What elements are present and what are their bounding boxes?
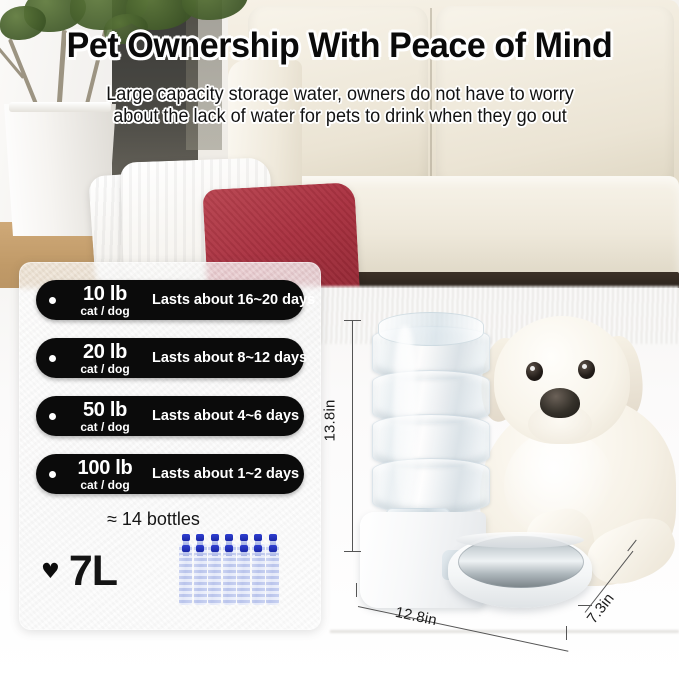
bottle-neck <box>197 540 203 545</box>
bullet-icon <box>49 412 56 420</box>
water-bottle-icon <box>237 545 250 605</box>
bottle-cap <box>181 545 190 552</box>
capacity-row-1: 20 lb cat / dog Lasts about 8~12 days <box>36 338 308 378</box>
plant-foliage-4 <box>182 0 248 20</box>
bottle-cap <box>225 534 233 541</box>
tank-highlight <box>394 326 416 506</box>
water-bottle-icon <box>208 545 221 605</box>
puppy-eye-right <box>578 360 595 379</box>
bottle-cap <box>196 545 204 552</box>
bottle-cap <box>225 545 233 552</box>
weight-value-0: 10 lb <box>82 282 128 305</box>
bottle-neck <box>269 540 276 545</box>
duration-label-2: Lasts about 4~6 days <box>152 408 300 424</box>
weight-group-2: 50 lb cat / dog <box>66 400 144 433</box>
heart-icon: ♥ <box>41 559 60 583</box>
sofa-seam <box>430 8 432 188</box>
bottle-body <box>222 555 236 605</box>
capacity-row-0: 10 lb cat / dog Lasts about 16~20 days <box>36 280 315 320</box>
animal-label-1: cat / dog <box>80 361 130 376</box>
bottle-cap <box>254 534 262 541</box>
water-tank <box>372 312 490 517</box>
page-subtitle: Large capacity storage water, owners do … <box>106 84 574 127</box>
bottle-cap <box>239 534 248 541</box>
bottle-neck <box>182 540 189 545</box>
water-bottle-icon <box>193 545 207 605</box>
puppy-photo <box>470 300 679 600</box>
duration-label-1: Lasts about 8~12 days <box>152 350 308 366</box>
dimension-height-label: 13.8in <box>321 399 339 442</box>
bottle-body <box>237 555 250 605</box>
bottle-illustration-grid <box>179 534 285 606</box>
weight-value-1: 20 lb <box>82 340 128 363</box>
puppy-nose <box>540 388 580 418</box>
bottle-cap <box>210 534 219 541</box>
bottle-neck <box>211 540 218 545</box>
bottle-neck <box>240 551 247 556</box>
weight-group-3: 100 lb cat / dog <box>66 458 144 491</box>
animal-label-0: cat / dog <box>80 303 130 318</box>
bottles-equivalent-label: ≈ 14 bottles <box>107 509 200 529</box>
weight-group-1: 20 lb cat / dog <box>66 342 144 375</box>
animal-label-3: cat / dog <box>80 477 130 492</box>
bottle-body <box>179 555 192 605</box>
puppy-eye-left <box>526 362 543 381</box>
duration-label-3: Lasts about 1~2 days <box>152 466 300 482</box>
water-bottle-icon <box>222 545 236 605</box>
bottle-neck <box>226 540 232 545</box>
water-bottle-icon <box>179 545 192 605</box>
sofa-back-cushion-right <box>436 6 674 192</box>
bullet-icon <box>49 354 56 362</box>
bullet-icon <box>49 470 56 478</box>
bottle-cap <box>181 534 190 541</box>
bottle-cap <box>268 534 277 541</box>
bottle-cap <box>210 545 219 552</box>
bottle-body <box>251 555 265 605</box>
tank-top-cap <box>378 312 484 346</box>
bottle-cap <box>239 545 248 552</box>
puppy-eye-glint-right <box>582 364 587 369</box>
bottle-body <box>266 555 279 605</box>
bottle-cap <box>268 545 277 552</box>
window-dark-frame-secondary <box>186 0 222 150</box>
page-title: Pet Ownership With Peace of Mind <box>66 26 613 65</box>
capacity-value: 7L <box>68 547 118 595</box>
water-dispenser-product <box>360 312 600 612</box>
dispenser-base <box>360 512 592 608</box>
bottle-neck <box>182 551 189 556</box>
weight-value-3: 100 lb <box>77 456 133 479</box>
animal-label-2: cat / dog <box>80 419 130 434</box>
planter-rim <box>9 102 111 112</box>
bottle-neck <box>197 551 203 556</box>
bottle-neck <box>255 540 261 545</box>
puppy-eye-glint-left <box>530 366 535 371</box>
tank-rib-4 <box>372 458 490 514</box>
water-bottle-icon <box>266 545 279 605</box>
capacity-callout: ♥ 7L <box>41 547 118 595</box>
bottle-neck <box>240 540 247 545</box>
bottle-neck <box>226 551 232 556</box>
capacity-row-2: 50 lb cat / dog Lasts about 4~6 days <box>36 396 304 436</box>
bullet-icon <box>49 296 56 304</box>
rug-far-edge <box>330 630 679 633</box>
bottle-body <box>208 555 221 605</box>
weight-group-0: 10 lb cat / dog <box>66 284 144 317</box>
bowl-rim <box>456 532 584 548</box>
duration-label-0: Lasts about 16~20 days <box>152 292 316 308</box>
bottle-cap <box>254 545 262 552</box>
bottle-body <box>193 555 207 605</box>
bottle-neck <box>269 551 276 556</box>
bottle-neck <box>211 551 218 556</box>
bottle-cap <box>196 534 204 541</box>
capacity-row-3: 100 lb cat / dog Lasts about 1~2 days <box>36 454 304 494</box>
weight-value-2: 50 lb <box>82 398 128 421</box>
bottle-neck <box>255 551 261 556</box>
info-panel: 10 lb cat / dog Lasts about 16~20 days 2… <box>19 262 321 630</box>
water-bottle-icon <box>251 545 265 605</box>
